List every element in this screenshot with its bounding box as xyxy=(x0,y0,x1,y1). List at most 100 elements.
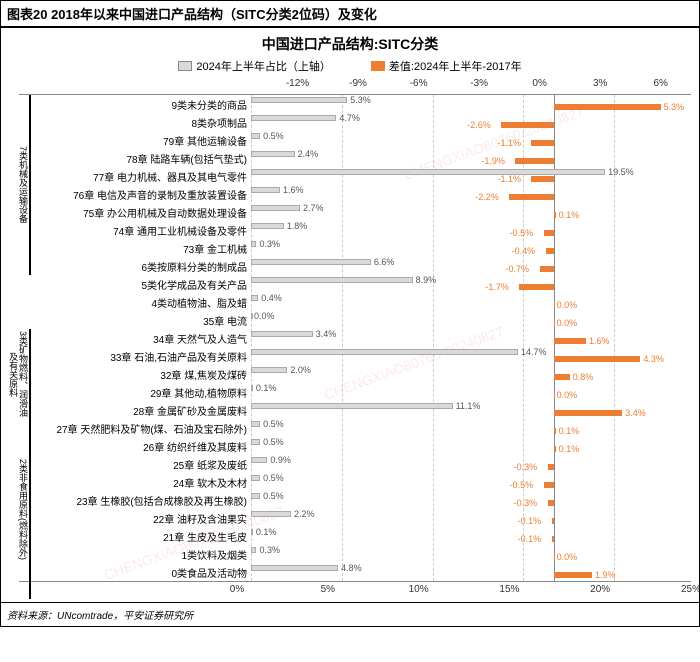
bars-cell: 0.5% -1.1% xyxy=(251,131,691,149)
chart-row: 8类杂项制品4.7%-2.6% xyxy=(19,113,691,131)
bars-cell: 0.4%0.0% xyxy=(251,293,691,311)
legend-orange-label: 差值:2024年上半年-2017年 xyxy=(389,58,522,74)
legend: 2024年上半年占比（上轴） 差值:2024年上半年-2017年 xyxy=(1,56,699,78)
chart-row: 29章 其他动,植物原料0.1%0.0% xyxy=(19,383,691,401)
value-diff: -1.7% xyxy=(485,282,509,292)
value-share: 0.5% xyxy=(263,491,284,501)
category-label: 79章 其他运输设备 xyxy=(19,133,251,148)
axis-bottom: 0%5%10%15%20%25% xyxy=(5,584,691,602)
value-diff: -0.3% xyxy=(514,498,538,508)
chart-row: 27章 天然肥料及矿物(煤、石油及宝石除外)0.5%0.1% xyxy=(19,419,691,437)
axis-bottom-tick: 20% xyxy=(590,584,610,595)
value-diff: 0.0% xyxy=(557,390,578,400)
value-diff: -0.5% xyxy=(510,228,534,238)
category-label: 33章 石油,石油产品及有关原料 xyxy=(19,349,251,364)
value-share: 1.6% xyxy=(283,185,304,195)
chart-row: 79章 其他运输设备 0.5% -1.1% xyxy=(19,131,691,149)
bar-share xyxy=(251,367,287,373)
chart-row: 77章 电力机械、器具及其电气零件19.5%-1.1% xyxy=(19,167,691,185)
category-label: 34章 天然气及人造气 xyxy=(19,331,251,346)
bar-share xyxy=(251,241,256,247)
bar-diff xyxy=(552,536,554,542)
bar-diff xyxy=(552,518,554,524)
value-share: 0.5% xyxy=(263,131,284,141)
value-share: 14.7% xyxy=(521,347,547,357)
category-label: 21章 生皮及生毛皮 xyxy=(19,529,251,544)
category-label: 28章 金属矿砂及金属废料 xyxy=(19,403,251,418)
bar-diff xyxy=(554,446,556,452)
bar-diff xyxy=(554,572,592,578)
category-label: 76章 电信及声音的录制及重放装置设备 xyxy=(19,187,251,202)
value-diff: -1.9% xyxy=(481,156,505,166)
bar-diff xyxy=(554,338,586,344)
value-diff: 0.1% xyxy=(559,444,580,454)
group-label: 3类矿物燃料、润滑油及有关原料 xyxy=(7,329,27,419)
value-share: 11.1% xyxy=(456,401,481,411)
bar-share xyxy=(251,169,605,175)
value-share: 0.3% xyxy=(259,545,280,555)
value-diff: 5.3% xyxy=(664,102,685,112)
axis-top-tick: -9% xyxy=(349,78,367,89)
chart-row: 26章 纺织纤维及其废料0.5%0.1% xyxy=(19,437,691,455)
axis-top-tick: 6% xyxy=(653,78,667,89)
bar-share xyxy=(251,529,253,535)
chart-row: 33章 石油,石油产品及有关原料14.7%4.3% xyxy=(19,347,691,365)
chart-row: 21章 生皮及生毛皮0.1%-0.1% xyxy=(19,527,691,545)
category-label: 8类杂项制品 xyxy=(19,115,251,130)
bar-share xyxy=(251,475,260,481)
figure-container: 图表20 2018年以来中国进口产品结构（SITC分类2位码）及变化 中国进口产… xyxy=(0,0,700,627)
chart-row: 23章 生橡胶(包括合成橡胶及再生橡胶) 0.5% -0.3% xyxy=(19,491,691,509)
chart-row: 4类动植物油、脂及蜡0.4%0.0% xyxy=(19,293,691,311)
swatch-orange-icon xyxy=(371,61,385,71)
value-diff: -1.1% xyxy=(497,174,521,184)
bars-cell: 0.1%-0.1% xyxy=(251,527,691,545)
axis-bottom-tick: 15% xyxy=(499,584,519,595)
bar-share xyxy=(251,385,253,391)
bars-cell: 4.8%1.9% xyxy=(251,563,691,581)
bar-share xyxy=(251,223,284,229)
bar-diff xyxy=(554,320,555,326)
figure-header: 图表20 2018年以来中国进口产品结构（SITC分类2位码）及变化 xyxy=(1,1,699,28)
value-diff: -2.2% xyxy=(475,192,499,202)
bars-cell: 19.5%-1.1% xyxy=(251,167,691,185)
value-diff: 1.9% xyxy=(595,570,616,580)
category-label: 23章 生橡胶(包括合成橡胶及再生橡胶) xyxy=(19,493,251,508)
category-label: 26章 纺织纤维及其废料 xyxy=(19,439,251,454)
bars-cell: 0.5% -0.3% xyxy=(251,491,691,509)
category-label: 35章 电流 xyxy=(19,313,251,328)
category-label: 32章 煤,焦炭及煤砖 xyxy=(19,367,251,382)
bar-share xyxy=(251,547,256,553)
chart-row: 24章 软木及木材0.5%-0.5% xyxy=(19,473,691,491)
bar-diff xyxy=(554,392,555,398)
bar-share xyxy=(251,277,413,283)
value-diff: 0.0% xyxy=(557,318,578,328)
bar-diff xyxy=(515,158,553,164)
plot-area: CHENGXIAO80760-20240827 CHENGXIAO80760-2… xyxy=(19,94,691,582)
axis-bottom-tick: 0% xyxy=(230,584,244,595)
value-diff: -1.1% xyxy=(497,138,521,148)
swatch-gray-icon xyxy=(178,61,192,71)
chart-row: 1类饮料及烟类0.3%0.0% xyxy=(19,545,691,563)
bar-diff xyxy=(554,356,641,362)
chart-area: -12%-9%-6%-3%0%3%6% CHENGXIAO80760-20240… xyxy=(1,78,699,602)
value-diff: 0.0% xyxy=(557,552,578,562)
bar-diff xyxy=(544,230,554,236)
chart-row: 75章 办公用机械及自动数据处理设备2.7%0.1% xyxy=(19,203,691,221)
chart-title: 中国进口产品结构:SITC分类 xyxy=(1,28,699,56)
category-label: 4类动植物油、脂及蜡 xyxy=(19,295,251,310)
bars-cell: 0.3% 0.0% xyxy=(251,545,691,563)
bar-diff xyxy=(554,302,555,308)
chart-row: 25章 纸浆及废纸0.9%-0.3% xyxy=(19,455,691,473)
value-diff: 3.4% xyxy=(625,408,646,418)
bars-cell: 1.6% -2.2% xyxy=(251,185,691,203)
bar-share xyxy=(251,565,338,571)
axis-top-tick: 0% xyxy=(532,78,546,89)
chart-row: 22章 油籽及含油果实2.2%-0.1% xyxy=(19,509,691,527)
bar-diff xyxy=(501,122,553,128)
bar-share xyxy=(251,187,280,193)
bars-cell: 6.6%-0.7% xyxy=(251,257,691,275)
category-label: 25章 纸浆及废纸 xyxy=(19,457,251,472)
value-diff: 0.1% xyxy=(559,426,580,436)
bar-diff xyxy=(554,374,570,380)
bar-share xyxy=(251,349,518,355)
